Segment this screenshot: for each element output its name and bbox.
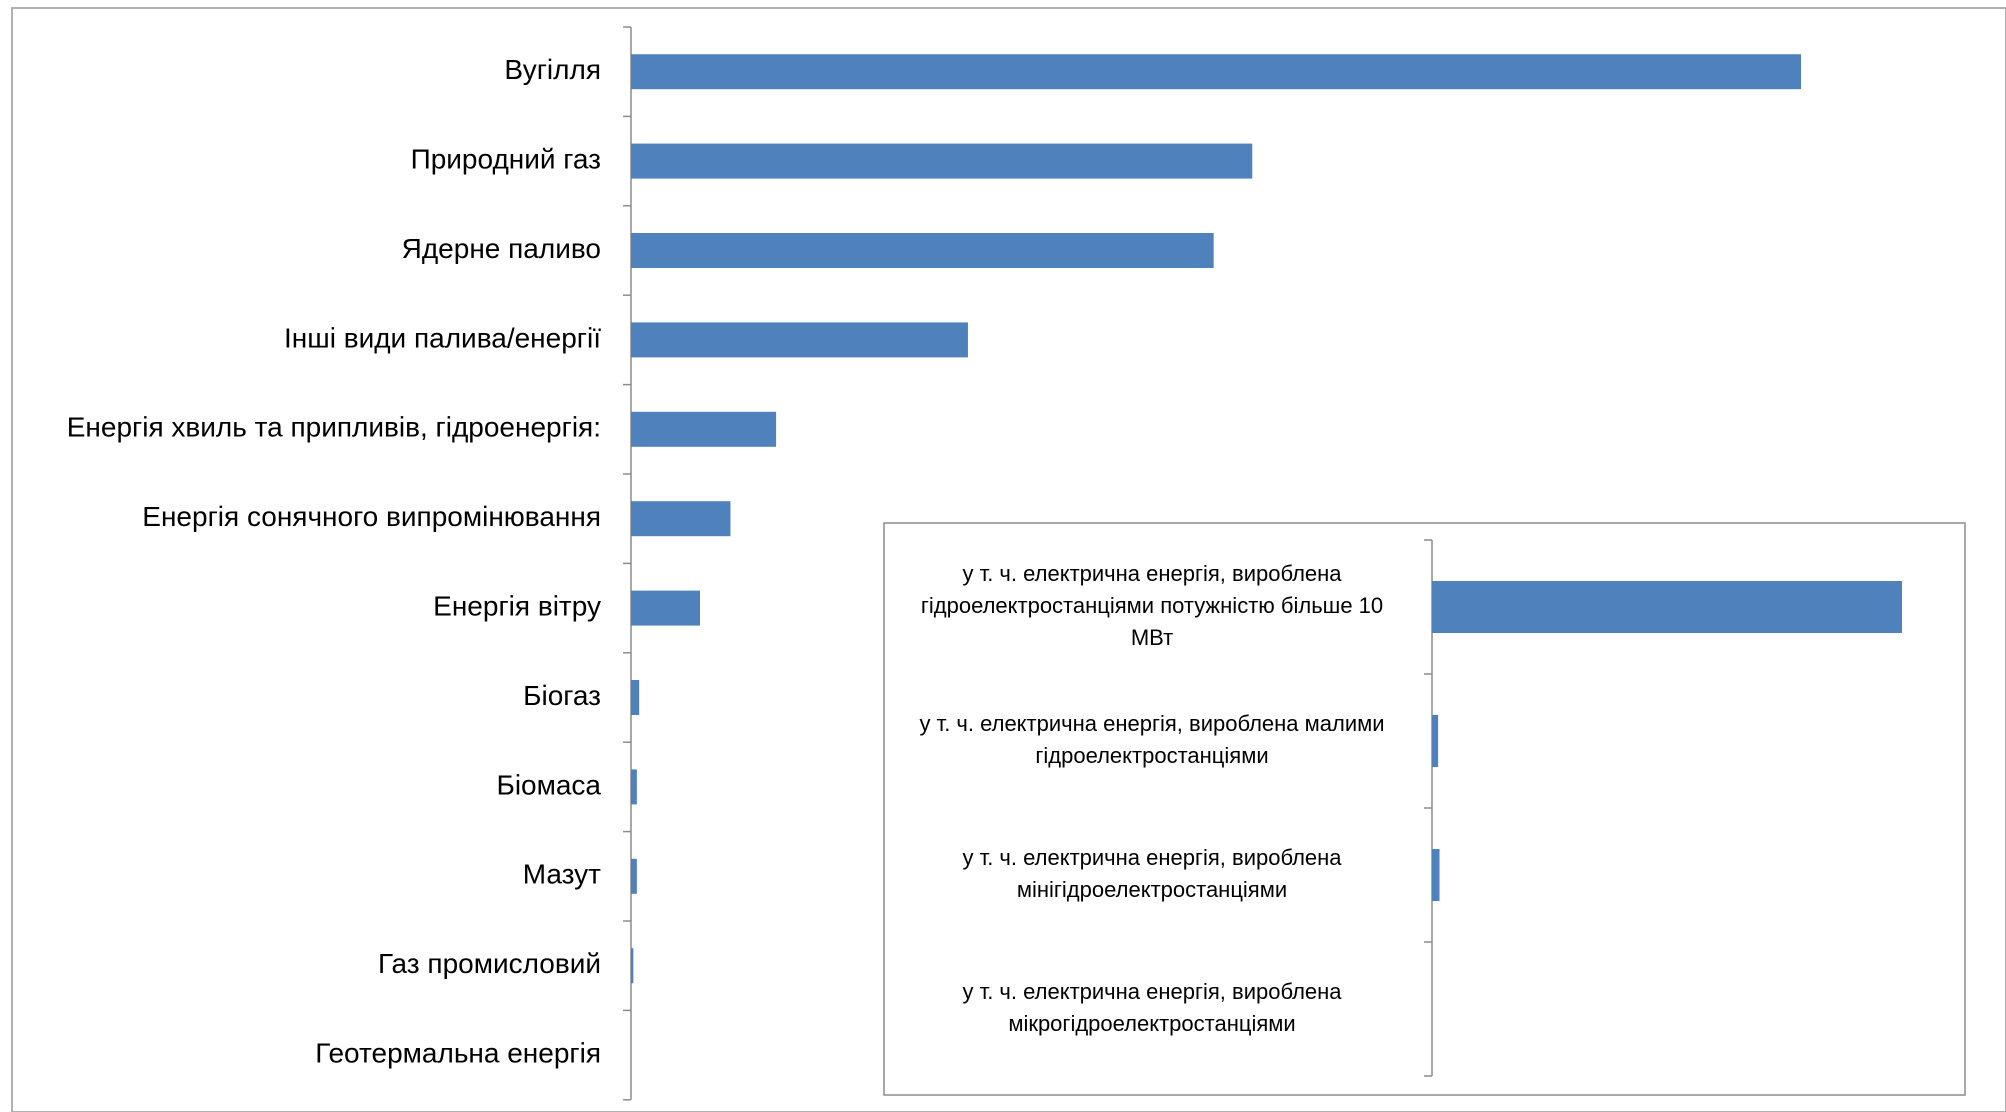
inset-category-label-line: гідроелектростанціями [1035, 743, 1268, 768]
inset-bar [1432, 715, 1439, 767]
main-category-label: Ядерне паливо [402, 233, 601, 264]
main-bar [631, 501, 731, 537]
inset-category-label-line: у т. ч. електрична енергія, вироблена [962, 561, 1342, 586]
inset-category-label-line: МВт [1131, 625, 1173, 650]
main-category-label: Природний газ [411, 143, 601, 174]
main-category-label: Енергія вітру [433, 590, 601, 621]
inset-category-label-line: мікрогідроелектростанціями [1008, 1011, 1295, 1036]
inset-bar [1432, 581, 1902, 633]
main-bar [631, 769, 637, 805]
main-bar-chart: Вугілля Природний газ Ядерне паливо Інші ви… [67, 26, 1801, 1101]
chart-area-border [11, 7, 2006, 1112]
main-category-label: Вугілля [504, 54, 601, 85]
inset-category-label: у т. ч. електрична енергія, вироблена мін… [962, 845, 1342, 902]
main-bar [631, 143, 1253, 179]
inset-bar [1432, 849, 1440, 901]
inset-category-label: у т. ч. електрична енергія, вироблена мік… [962, 979, 1342, 1036]
main-bar [631, 54, 1801, 90]
main-bar [631, 411, 777, 447]
main-category-label: Мазут [523, 859, 601, 890]
main-bar [631, 858, 637, 894]
inset-bar-chart: у т. ч. електрична енергія, вироблена гід… [919, 539, 1902, 1077]
main-bar [631, 233, 1214, 268]
inset-category-label-line: у т. ч. електрична енергія, вироблена ма… [919, 711, 1384, 736]
main-bar [631, 590, 701, 626]
main-category-label: Енергія сонячного випромінювання [142, 501, 601, 532]
main-bar [631, 680, 640, 715]
inset-category-label: у т. ч. електрична енергія, вироблена ма… [919, 711, 1384, 768]
main-bar [631, 948, 634, 984]
inset-category-label: у т. ч. електрична енергія, вироблена гід… [921, 561, 1383, 650]
inset-category-label-line: гідроелектростанціями потужністю більше … [921, 593, 1383, 618]
main-category-label: Біогаз [523, 680, 601, 711]
main-category-label: Біомаса [496, 769, 601, 800]
main-category-label: Геотермальна енергія [315, 1037, 601, 1068]
main-category-label: Газ промисловий [378, 948, 601, 979]
inset-category-label-line: у т. ч. електрична енергія, вироблена [962, 979, 1342, 1004]
inset-category-label-line: у т. ч. електрична енергія, вироблена [962, 845, 1342, 870]
inset-category-label-line: мінігідроелектростанціями [1017, 877, 1287, 902]
main-bar [631, 322, 968, 358]
main-category-label: Енергія хвиль та припливів, гідроенергія… [67, 412, 601, 443]
main-category-label: Інші види палива/енергії [284, 322, 601, 353]
